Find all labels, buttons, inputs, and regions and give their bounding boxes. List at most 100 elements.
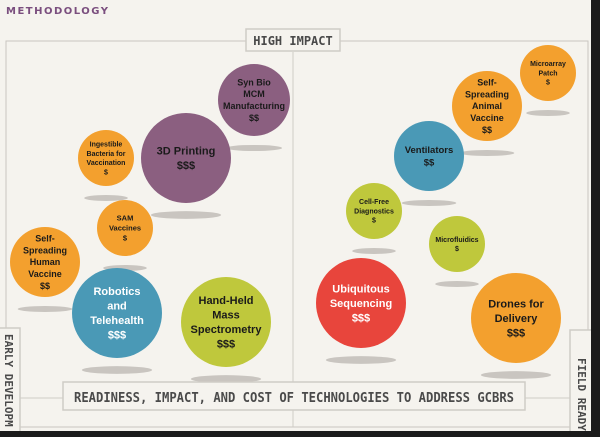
bubble-name-label: Telehealth: [90, 315, 144, 327]
bubble-name-label: Diagnostics: [354, 208, 394, 215]
bubble-name-label: Delivery: [495, 313, 539, 325]
bubble-circle-3d-printing: [141, 113, 231, 203]
bubble-cost-label: $: [455, 246, 459, 253]
bubble-cost-label: $$: [40, 281, 50, 291]
bubble-shadow-self-spreading-human-vaccine: [17, 306, 73, 312]
bubble-syn-bio-mcm-manufacturing: Syn Bio MCM Manufacturing $$: [218, 64, 290, 136]
bubble-shadow-robotics-and-telehealth: [81, 366, 153, 374]
bubble-drones-for-delivery: Drones for Delivery $$$: [471, 273, 561, 363]
bubble-name-label: Ubiquitous: [332, 283, 389, 295]
bubble-cost-label: $$$: [217, 339, 235, 351]
bubble-name-label: Animal: [472, 101, 502, 111]
bubble-name-label: Vaccines: [109, 224, 141, 233]
bubble-name-label: Spreading: [23, 245, 67, 255]
bubble-name-label: MCM: [243, 89, 265, 99]
bubble-name-label: Human: [30, 257, 61, 267]
chart-title-box: READINESS, IMPACT, AND COST OF TECHNOLOG…: [62, 381, 526, 411]
bubble-cost-label: $$$: [352, 312, 370, 324]
bubble-shadow-hand-held-mass-spectrometry: [190, 375, 262, 383]
bubble-shadow-ingestible-bacteria-for-vaccination: [84, 195, 128, 201]
bubble-cost-label: $$$: [177, 160, 195, 172]
bubble-self-spreading-animal-vaccine: Self- Spreading Animal Vaccine $$: [452, 71, 522, 141]
bubble-cost-label: $: [123, 234, 128, 243]
bubble-ingestible-bacteria-for-vaccination: Ingestible Bacteria for Vaccination $: [78, 130, 134, 186]
bubble-name-label: Hand-Held: [199, 295, 254, 307]
bubble-shadow-3d-printing: [150, 211, 222, 219]
bubble-cell-free-diagnostics: Cell-Free Diagnostics $: [346, 183, 402, 239]
bubble-microfluidics: Microfluidics $: [429, 216, 485, 272]
bubble-name-label: Robotics: [93, 286, 140, 298]
bubble-circle-self-spreading-human-vaccine: [10, 227, 80, 297]
bubble-name-label: Spectrometry: [191, 324, 263, 336]
bubble-circle-hand-held-mass-spectrometry: [181, 277, 271, 367]
bubble-cost-label: $$: [482, 125, 492, 135]
bubble-name-label: Mass: [212, 310, 240, 322]
bubble-name-label: Patch: [538, 70, 557, 77]
bubble-ubiquitous-sequencing: Ubiquitous Sequencing $$$: [316, 258, 406, 348]
bubble-cost-label: $: [104, 169, 108, 176]
chart-card: METHODOLOGY Syn Bio MCM Manufacturing $$ 3D …: [0, 0, 591, 431]
bubble-shadow-microfluidics: [435, 281, 479, 287]
bubble-name-label: Microarray: [530, 61, 566, 68]
bubble-name-label: Sequencing: [330, 298, 392, 310]
bubble-name-label: SAM: [117, 214, 134, 223]
bubble-shadow-ubiquitous-sequencing: [325, 356, 397, 364]
bubble-name-label: Vaccine: [470, 113, 504, 123]
early-development-text: EARLY DEVELOPM: [2, 334, 15, 427]
bubble-circle-ingestible-bacteria-for-vaccination: [78, 130, 134, 186]
bubble-shadows: [17, 110, 570, 383]
bubble-shadow-syn-bio-mcm-manufacturing: [225, 144, 283, 152]
bubble-hand-held-mass-spectrometry: Hand-Held Mass Spectrometry $$$: [181, 277, 271, 367]
bubble-cost-label: $: [546, 80, 550, 87]
bubble-shadow-self-spreading-animal-vaccine: [459, 150, 515, 156]
bubble-circle-microarray-patch: [520, 45, 576, 101]
bubble-name-label: and: [107, 301, 127, 313]
bubble-name-label: Drones for: [488, 298, 544, 310]
field-ready-label: FIELD READY: [569, 329, 591, 431]
bubble-circle-self-spreading-animal-vaccine: [452, 71, 522, 141]
bubble-cost-label: $$$: [108, 330, 126, 342]
bubble-name-label: Microfluidics: [435, 237, 478, 244]
bubble-name-label: Vaccination: [87, 160, 126, 167]
bubble-cost-label: $$$: [507, 327, 525, 339]
bubble-3d-printing: 3D Printing $$$: [141, 113, 231, 203]
bubble-shadow-drones-for-delivery: [480, 371, 552, 379]
field-ready-text: FIELD READY: [575, 358, 588, 431]
bubble-circle-ubiquitous-sequencing: [316, 258, 406, 348]
bubble-circle-syn-bio-mcm-manufacturing: [218, 64, 290, 136]
bubble-self-spreading-human-vaccine: Self- Spreading Human Vaccine $$: [10, 227, 80, 297]
bubble-circle-robotics-and-telehealth: [72, 268, 162, 358]
bubble-name-label: Cell-Free: [359, 199, 389, 206]
bubble-circle-ventilators: [394, 121, 464, 191]
bubble-shadow-cell-free-diagnostics: [352, 248, 396, 254]
bubble-name-label: Vaccine: [28, 269, 62, 279]
bubble-shadow-ventilators: [401, 200, 457, 206]
bubble-name-label: Syn Bio: [237, 77, 271, 87]
bubble-name-label: Ventilators: [405, 145, 454, 156]
bubble-circle-sam-vaccines: [97, 200, 153, 256]
bubble-circle-cell-free-diagnostics: [346, 183, 402, 239]
chart-title: READINESS, IMPACT, AND COST OF TECHNOLOG…: [74, 391, 514, 406]
section-label: METHODOLOGY: [6, 6, 110, 17]
bubble-name-label: Ingestible: [90, 142, 123, 149]
bubble-name-label: 3D Printing: [157, 146, 216, 158]
bubble-name-label: Spreading: [465, 89, 509, 99]
bubble-robotics-and-telehealth: Robotics and Telehealth $$$: [72, 268, 162, 358]
bubble-circle-drones-for-delivery: [471, 273, 561, 363]
bubble-ventilators: Ventilators $$: [394, 121, 464, 191]
bubble-circle-microfluidics: [429, 216, 485, 272]
high-impact-text: HIGH IMPACT: [253, 34, 332, 48]
early-development-label: EARLY DEVELOPM: [0, 327, 21, 431]
bubble-microarray-patch: Microarray Patch $: [520, 45, 576, 101]
bubble-name-label: Manufacturing: [223, 101, 285, 111]
bubble-shadow-microarray-patch: [526, 110, 570, 116]
bubble-cost-label: $$: [424, 158, 435, 169]
bubble-name-label: Self-: [477, 77, 497, 87]
bubble-name-label: Bacteria for: [87, 151, 126, 158]
high-impact-label: HIGH IMPACT: [245, 28, 341, 52]
axis-labels: HIGH IMPACT READINESS, IMPACT, AND COST O…: [0, 28, 591, 431]
bubble-cost-label: $: [372, 218, 376, 225]
